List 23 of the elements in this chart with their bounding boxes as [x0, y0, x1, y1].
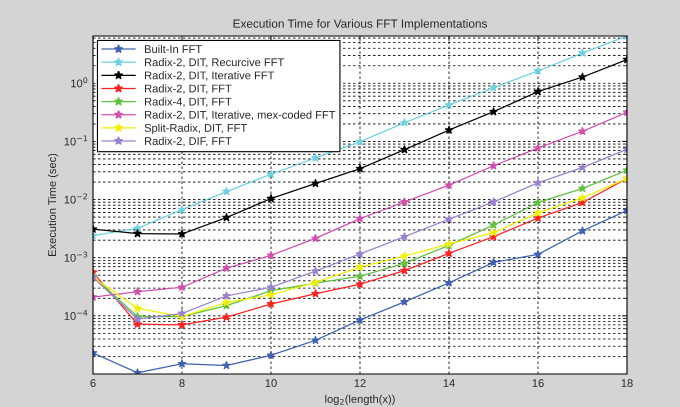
legend-label: Radix-4, DIT, FFT	[145, 97, 232, 107]
y-tick-label: 10$^{−1}$	[64, 135, 88, 146]
x-tick-label: 10	[266, 379, 277, 388]
x-tick-label: 18	[622, 379, 633, 388]
legend-label: Radix-2, DIT, FFT	[145, 84, 232, 94]
x-axis-title: log$_{2}$(length(x))	[325, 394, 395, 406]
legend-label: Radix-2, DIT, Recurcive FFT	[145, 58, 284, 68]
y-tick-label: 10$^{−4}$	[64, 310, 88, 320]
legend-label: Radix-2, DIF, FFT	[145, 136, 232, 146]
x-tick-label: 14	[444, 379, 455, 387]
y-tick-label: 10$^{0}$	[71, 77, 88, 88]
chart-title: Execution Time for Various FFT Implementations	[234, 19, 487, 30]
legend-label: Built-In FFT	[145, 44, 202, 54]
y-tick-label: 10$^{−2}$	[64, 193, 87, 204]
x-tick-label: 16	[532, 379, 544, 388]
legend-label: Radix-2, DIT, Iterative, mex-coded FFT	[145, 110, 336, 120]
y-tick-label: 10$^{−3}$	[64, 252, 88, 262]
y-axis-title: Execution Time (sec)	[48, 154, 58, 256]
legend-label: Split-Radix, DIT, FFT	[144, 124, 247, 134]
x-tick-label: 6	[90, 379, 96, 388]
x-tick-label: 8	[179, 379, 185, 388]
x-tick-label: 12	[354, 379, 366, 387]
legend-label: Radix-2, DIT, Iterative FFT	[145, 71, 274, 81]
